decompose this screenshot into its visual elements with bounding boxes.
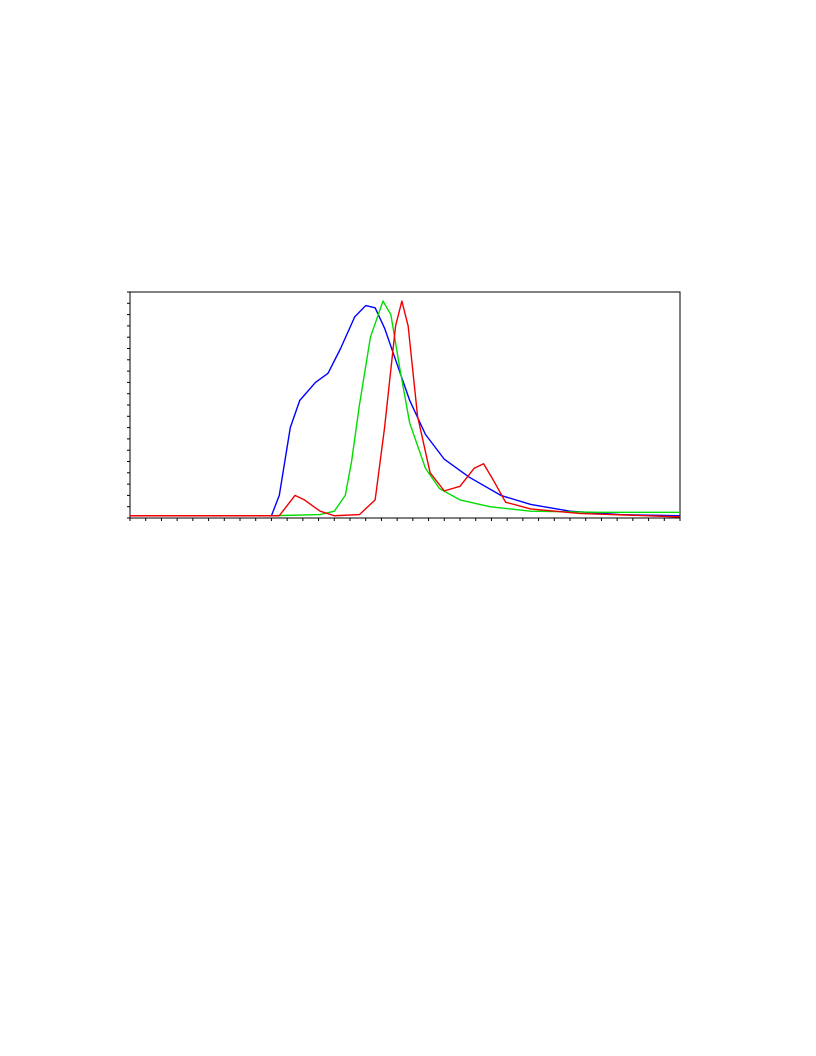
plot-frame bbox=[129, 291, 681, 519]
line-series bbox=[130, 300, 681, 518]
line-series bbox=[130, 300, 680, 517]
line-series bbox=[130, 304, 681, 517]
